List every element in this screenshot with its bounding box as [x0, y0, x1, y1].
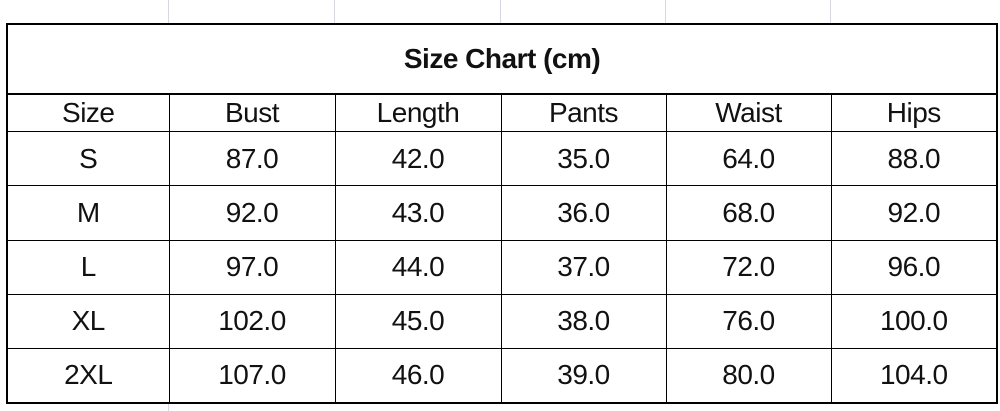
- table-cell: 87.0: [168, 131, 336, 187]
- sheet-gridline: [168, 404, 169, 411]
- table-row: M 92.0 43.0 36.0 68.0 92.0: [6, 185, 998, 241]
- table-cell: S: [6, 131, 170, 187]
- sheet-gridline: [168, 0, 169, 23]
- table-cell: 2XL: [6, 347, 170, 404]
- table-cell: 107.0: [168, 347, 336, 404]
- table-cell: 76.0: [665, 293, 832, 349]
- table-cell: 102.0: [168, 293, 336, 349]
- size-chart-table: Size Chart (cm) Size Bust Length Pants W…: [6, 23, 999, 404]
- sheet-gridline: [334, 0, 335, 23]
- table-cell: 92.0: [168, 185, 336, 241]
- column-header-waist: Waist: [665, 93, 832, 133]
- column-header-pants: Pants: [500, 93, 667, 133]
- table-cell: 97.0: [168, 239, 336, 295]
- table-cell: 43.0: [334, 185, 502, 241]
- column-header-size: Size: [6, 93, 170, 133]
- table-cell: 37.0: [500, 239, 667, 295]
- sheet-gridline: [500, 0, 501, 23]
- table-cell: L: [6, 239, 170, 295]
- column-header-length: Length: [334, 93, 502, 133]
- table-cell: 100.0: [830, 293, 998, 349]
- table-cell: 68.0: [665, 185, 832, 241]
- table-cell: 44.0: [334, 239, 502, 295]
- table-cell: 104.0: [830, 347, 998, 404]
- table-cell: 72.0: [665, 239, 832, 295]
- table-cell: 39.0: [500, 347, 667, 404]
- table-row: 2XL 107.0 46.0 39.0 80.0 104.0: [6, 347, 998, 404]
- table-cell: 46.0: [334, 347, 502, 404]
- table-cell: 38.0: [500, 293, 667, 349]
- table-cell: 92.0: [830, 185, 998, 241]
- table-cell: 45.0: [334, 293, 502, 349]
- table-cell: XL: [6, 293, 170, 349]
- table-row: XL 102.0 45.0 38.0 76.0 100.0: [6, 293, 998, 349]
- table-cell: 88.0: [830, 131, 998, 187]
- table-cell: M: [6, 185, 170, 241]
- table-row: S 87.0 42.0 35.0 64.0 88.0: [6, 131, 998, 187]
- table-row: L 97.0 44.0 37.0 72.0 96.0: [6, 239, 998, 295]
- sheet-gridline: [830, 0, 831, 23]
- column-header-bust: Bust: [168, 93, 336, 133]
- table-cell: 35.0: [500, 131, 667, 187]
- table-title: Size Chart (cm): [6, 23, 998, 96]
- sheet-gridline: [665, 0, 666, 23]
- table-cell: 80.0: [665, 347, 832, 404]
- table-cell: 96.0: [830, 239, 998, 295]
- table-cell: 36.0: [500, 185, 667, 241]
- column-header-hips: Hips: [830, 93, 998, 133]
- table-cell: 42.0: [334, 131, 502, 187]
- table-cell: 64.0: [665, 131, 832, 187]
